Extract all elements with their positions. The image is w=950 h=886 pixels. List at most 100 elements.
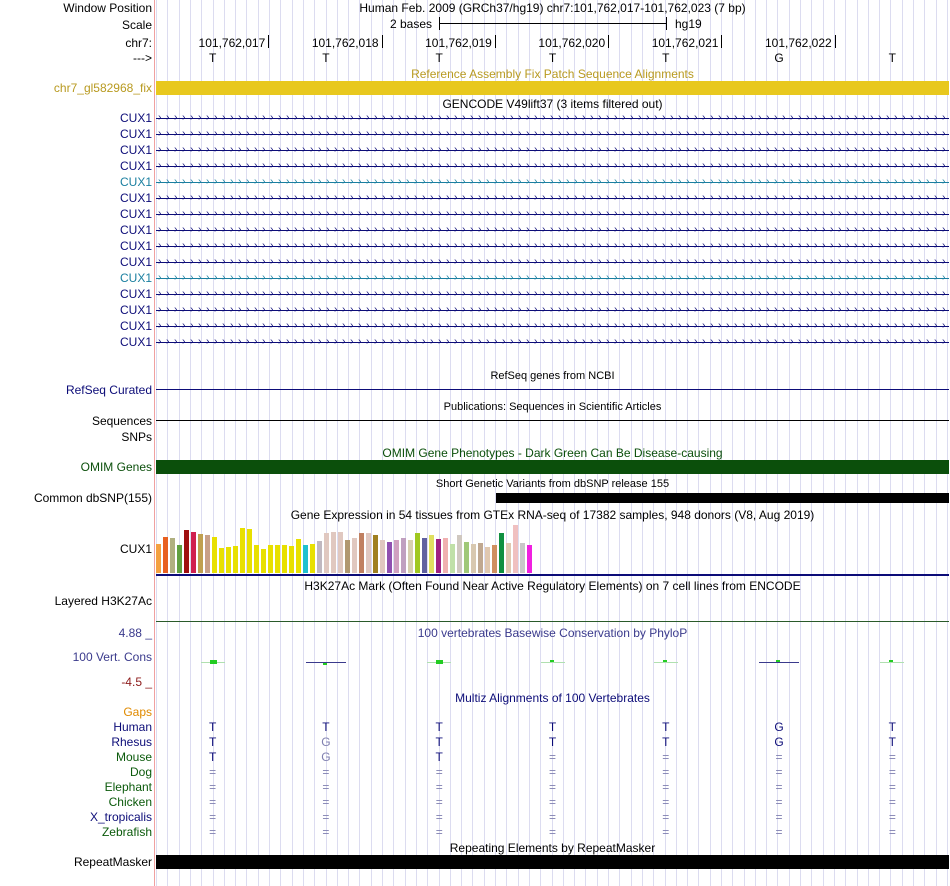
gtex-tissue-bar[interactable] (485, 547, 490, 573)
gtex-tissue-bar[interactable] (289, 546, 294, 573)
dbsnp-variant-bar[interactable] (496, 493, 949, 503)
gtex-tissue-bar[interactable] (324, 533, 329, 573)
gtex-label[interactable]: CUX1 (119, 542, 152, 556)
fix-patch-alignment[interactable] (156, 81, 949, 95)
phylop-score-mark[interactable] (662, 660, 667, 662)
gencode-transcript-line[interactable] (156, 326, 949, 327)
multiz-species-label[interactable]: Human (113, 720, 152, 734)
gtex-tissue-bar[interactable] (436, 539, 441, 573)
multiz-species-label[interactable]: Dog (129, 765, 152, 779)
gencode-transcript-label[interactable]: CUX1 (119, 207, 152, 221)
gtex-tissue-bar[interactable] (450, 544, 455, 573)
gtex-tissue-bar[interactable] (366, 533, 371, 573)
gtex-tissue-bar[interactable] (226, 547, 231, 573)
gtex-tissue-bar[interactable] (464, 542, 469, 573)
gtex-tissue-bar[interactable] (520, 543, 525, 573)
dbsnp-label[interactable]: Common dbSNP(155) (33, 491, 152, 505)
omim-gene-bar[interactable] (156, 460, 949, 474)
gencode-transcript-line[interactable] (156, 214, 949, 215)
gtex-tissue-bar[interactable] (303, 545, 308, 573)
gtex-tissue-bar[interactable] (233, 546, 238, 573)
gtex-tissue-bar[interactable] (401, 538, 406, 573)
gencode-transcript-label[interactable]: CUX1 (119, 335, 152, 349)
gtex-tissue-bar[interactable] (443, 538, 448, 573)
multiz-species-label[interactable]: X_tropicalis (89, 810, 152, 824)
pubs-sequences-label[interactable]: Sequences (91, 414, 152, 428)
gtex-tissue-bar[interactable] (177, 545, 182, 573)
gtex-tissue-bar[interactable] (492, 545, 497, 573)
gtex-tissue-bar[interactable] (240, 528, 245, 573)
gencode-transcript-label[interactable]: CUX1 (119, 143, 152, 157)
gencode-transcript-label[interactable]: CUX1 (119, 287, 152, 301)
phylop-score-mark[interactable] (889, 660, 894, 662)
gencode-transcript-line[interactable] (156, 278, 949, 279)
gtex-tissue-bar[interactable] (373, 535, 378, 573)
gtex-tissue-bar[interactable] (513, 525, 518, 573)
multiz-species-label[interactable]: Zebrafish (101, 825, 152, 839)
phylop-score-mark[interactable] (776, 660, 781, 662)
gtex-tissue-bar[interactable] (282, 545, 287, 573)
gtex-tissue-bar[interactable] (408, 540, 413, 573)
gencode-transcript-label[interactable]: CUX1 (119, 127, 152, 141)
multiz-species-label[interactable]: Mouse (115, 750, 152, 764)
gtex-tissue-bar[interactable] (310, 544, 315, 573)
gencode-transcript-label[interactable]: CUX1 (119, 255, 152, 269)
gtex-tissue-bar[interactable] (331, 532, 336, 573)
gencode-transcript-line[interactable] (156, 198, 949, 199)
pubs-snps-label[interactable]: SNPs (121, 430, 152, 444)
gtex-tissue-bar[interactable] (191, 532, 196, 573)
gtex-tissue-bar[interactable] (296, 539, 301, 573)
h3k27ac-label[interactable]: Layered H3K27Ac (54, 594, 152, 608)
gencode-transcript-label[interactable]: CUX1 (119, 159, 152, 173)
gencode-transcript-label[interactable]: CUX1 (119, 223, 152, 237)
pubs-sequence-line[interactable] (156, 420, 949, 421)
reference-base[interactable]: T (888, 51, 897, 65)
gencode-transcript-label[interactable]: CUX1 (119, 111, 152, 125)
phylop-score-mark[interactable] (322, 663, 327, 665)
window-position-value[interactable]: Human Feb. 2009 (GRCh37/hg19) chr7:101,7… (359, 1, 746, 15)
gtex-tissue-bar[interactable] (394, 540, 399, 573)
gtex-tissue-bar[interactable] (156, 544, 161, 573)
multiz-species-label[interactable]: Chicken (108, 795, 152, 809)
gtex-tissue-bar[interactable] (352, 538, 357, 573)
gencode-transcript-line[interactable] (156, 166, 949, 167)
multiz-species-label[interactable]: Elephant (104, 780, 152, 794)
gencode-transcript-label[interactable]: CUX1 (119, 239, 152, 253)
gtex-tissue-bar[interactable] (338, 532, 343, 573)
gtex-tissue-bar[interactable] (422, 538, 427, 573)
gtex-tissue-bar[interactable] (429, 535, 434, 573)
gtex-tissue-bar[interactable] (205, 535, 210, 573)
gencode-transcript-label[interactable]: CUX1 (119, 191, 152, 205)
gencode-transcript-line[interactable] (156, 310, 949, 311)
gencode-transcript-label[interactable]: CUX1 (119, 271, 152, 285)
gtex-tissue-bar[interactable] (275, 545, 280, 573)
repeatmasker-element[interactable] (156, 855, 949, 869)
gencode-transcript-line[interactable] (156, 342, 949, 343)
repeatmasker-label[interactable]: RepeatMasker (73, 855, 152, 869)
gtex-tissue-bar[interactable] (359, 533, 364, 573)
multiz-gaps-label[interactable]: Gaps (123, 705, 152, 719)
gencode-transcript-line[interactable] (156, 294, 949, 295)
gtex-tissue-bar[interactable] (184, 530, 189, 573)
gtex-tissue-bar[interactable] (380, 540, 385, 573)
phylop-label[interactable]: 100 Vert. Cons (72, 650, 152, 664)
gtex-tissue-bar[interactable] (345, 540, 350, 573)
refseq-label[interactable]: RefSeq Curated (65, 383, 152, 397)
reference-base[interactable]: T (662, 51, 670, 65)
reference-base[interactable]: T (322, 51, 330, 65)
reference-base[interactable]: T (548, 51, 557, 65)
multiz-species-label[interactable]: Rhesus (111, 735, 152, 749)
phylop-score-mark[interactable] (549, 660, 554, 662)
omim-label[interactable]: OMIM Genes (80, 460, 152, 474)
gtex-tissue-bar[interactable] (471, 544, 476, 573)
gtex-tissue-bar[interactable] (478, 543, 483, 573)
gtex-tissue-bar[interactable] (170, 538, 175, 573)
phylop-score-mark[interactable] (209, 660, 217, 664)
gencode-transcript-label[interactable]: CUX1 (119, 319, 152, 333)
gtex-tissue-bar[interactable] (457, 535, 462, 573)
gtex-tissue-bar[interactable] (212, 537, 217, 573)
gencode-transcript-line[interactable] (156, 150, 949, 151)
gtex-tissue-bar[interactable] (499, 533, 504, 573)
gtex-tissue-bar[interactable] (247, 529, 252, 573)
gtex-tissue-bar[interactable] (387, 542, 392, 573)
